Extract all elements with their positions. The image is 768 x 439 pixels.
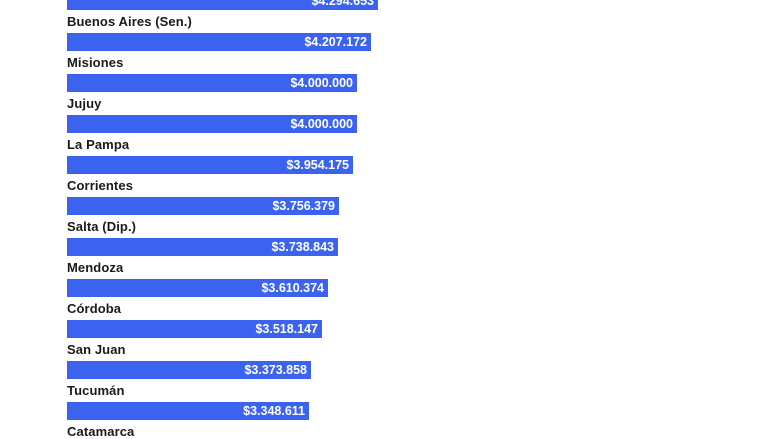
bar: $3.738.843 (67, 238, 338, 256)
bar-value-label: $3.348.611 (243, 404, 305, 418)
bar-value-label: $4.000.000 (290, 76, 353, 90)
bar-value-label: $3.756.379 (272, 199, 335, 213)
bar-value-label: $4.294.653 (311, 0, 374, 8)
bar-value-label: $3.518.147 (255, 322, 318, 336)
category-label: Jujuy (67, 96, 102, 111)
bar: $3.373.858 (67, 361, 311, 379)
bar: $4.000.000 (67, 74, 357, 92)
bar-value-label: $3.738.843 (271, 240, 334, 254)
category-label: Buenos Aires (Sen.) (67, 14, 192, 29)
bar: $3.348.611 (67, 402, 309, 420)
bar: $4.294.653 (67, 0, 378, 10)
category-label: Córdoba (67, 301, 122, 316)
category-label: Corrientes (67, 178, 134, 193)
bar-value-label: $4.207.172 (304, 35, 367, 49)
category-label: Salta (Dip.) (67, 219, 137, 234)
category-label: La Pampa (67, 137, 130, 152)
bar-value-label: $4.000.000 (290, 117, 353, 131)
bar-value-label: $3.610.374 (261, 281, 324, 295)
bar: $3.954.175 (67, 156, 353, 174)
bar: $4.000.000 (67, 115, 357, 133)
bar-value-label: $3.954.175 (286, 158, 349, 172)
category-label: Tucumán (67, 383, 125, 398)
category-label: Misiones (67, 55, 124, 70)
bar-value-label: $3.373.858 (244, 363, 307, 377)
category-label: Mendoza (67, 260, 124, 275)
bar: $3.518.147 (67, 320, 322, 338)
bar: $4.207.172 (67, 33, 371, 51)
bar: $3.756.379 (67, 197, 339, 215)
category-label: San Juan (67, 342, 126, 357)
bar: $3.610.374 (67, 279, 328, 297)
